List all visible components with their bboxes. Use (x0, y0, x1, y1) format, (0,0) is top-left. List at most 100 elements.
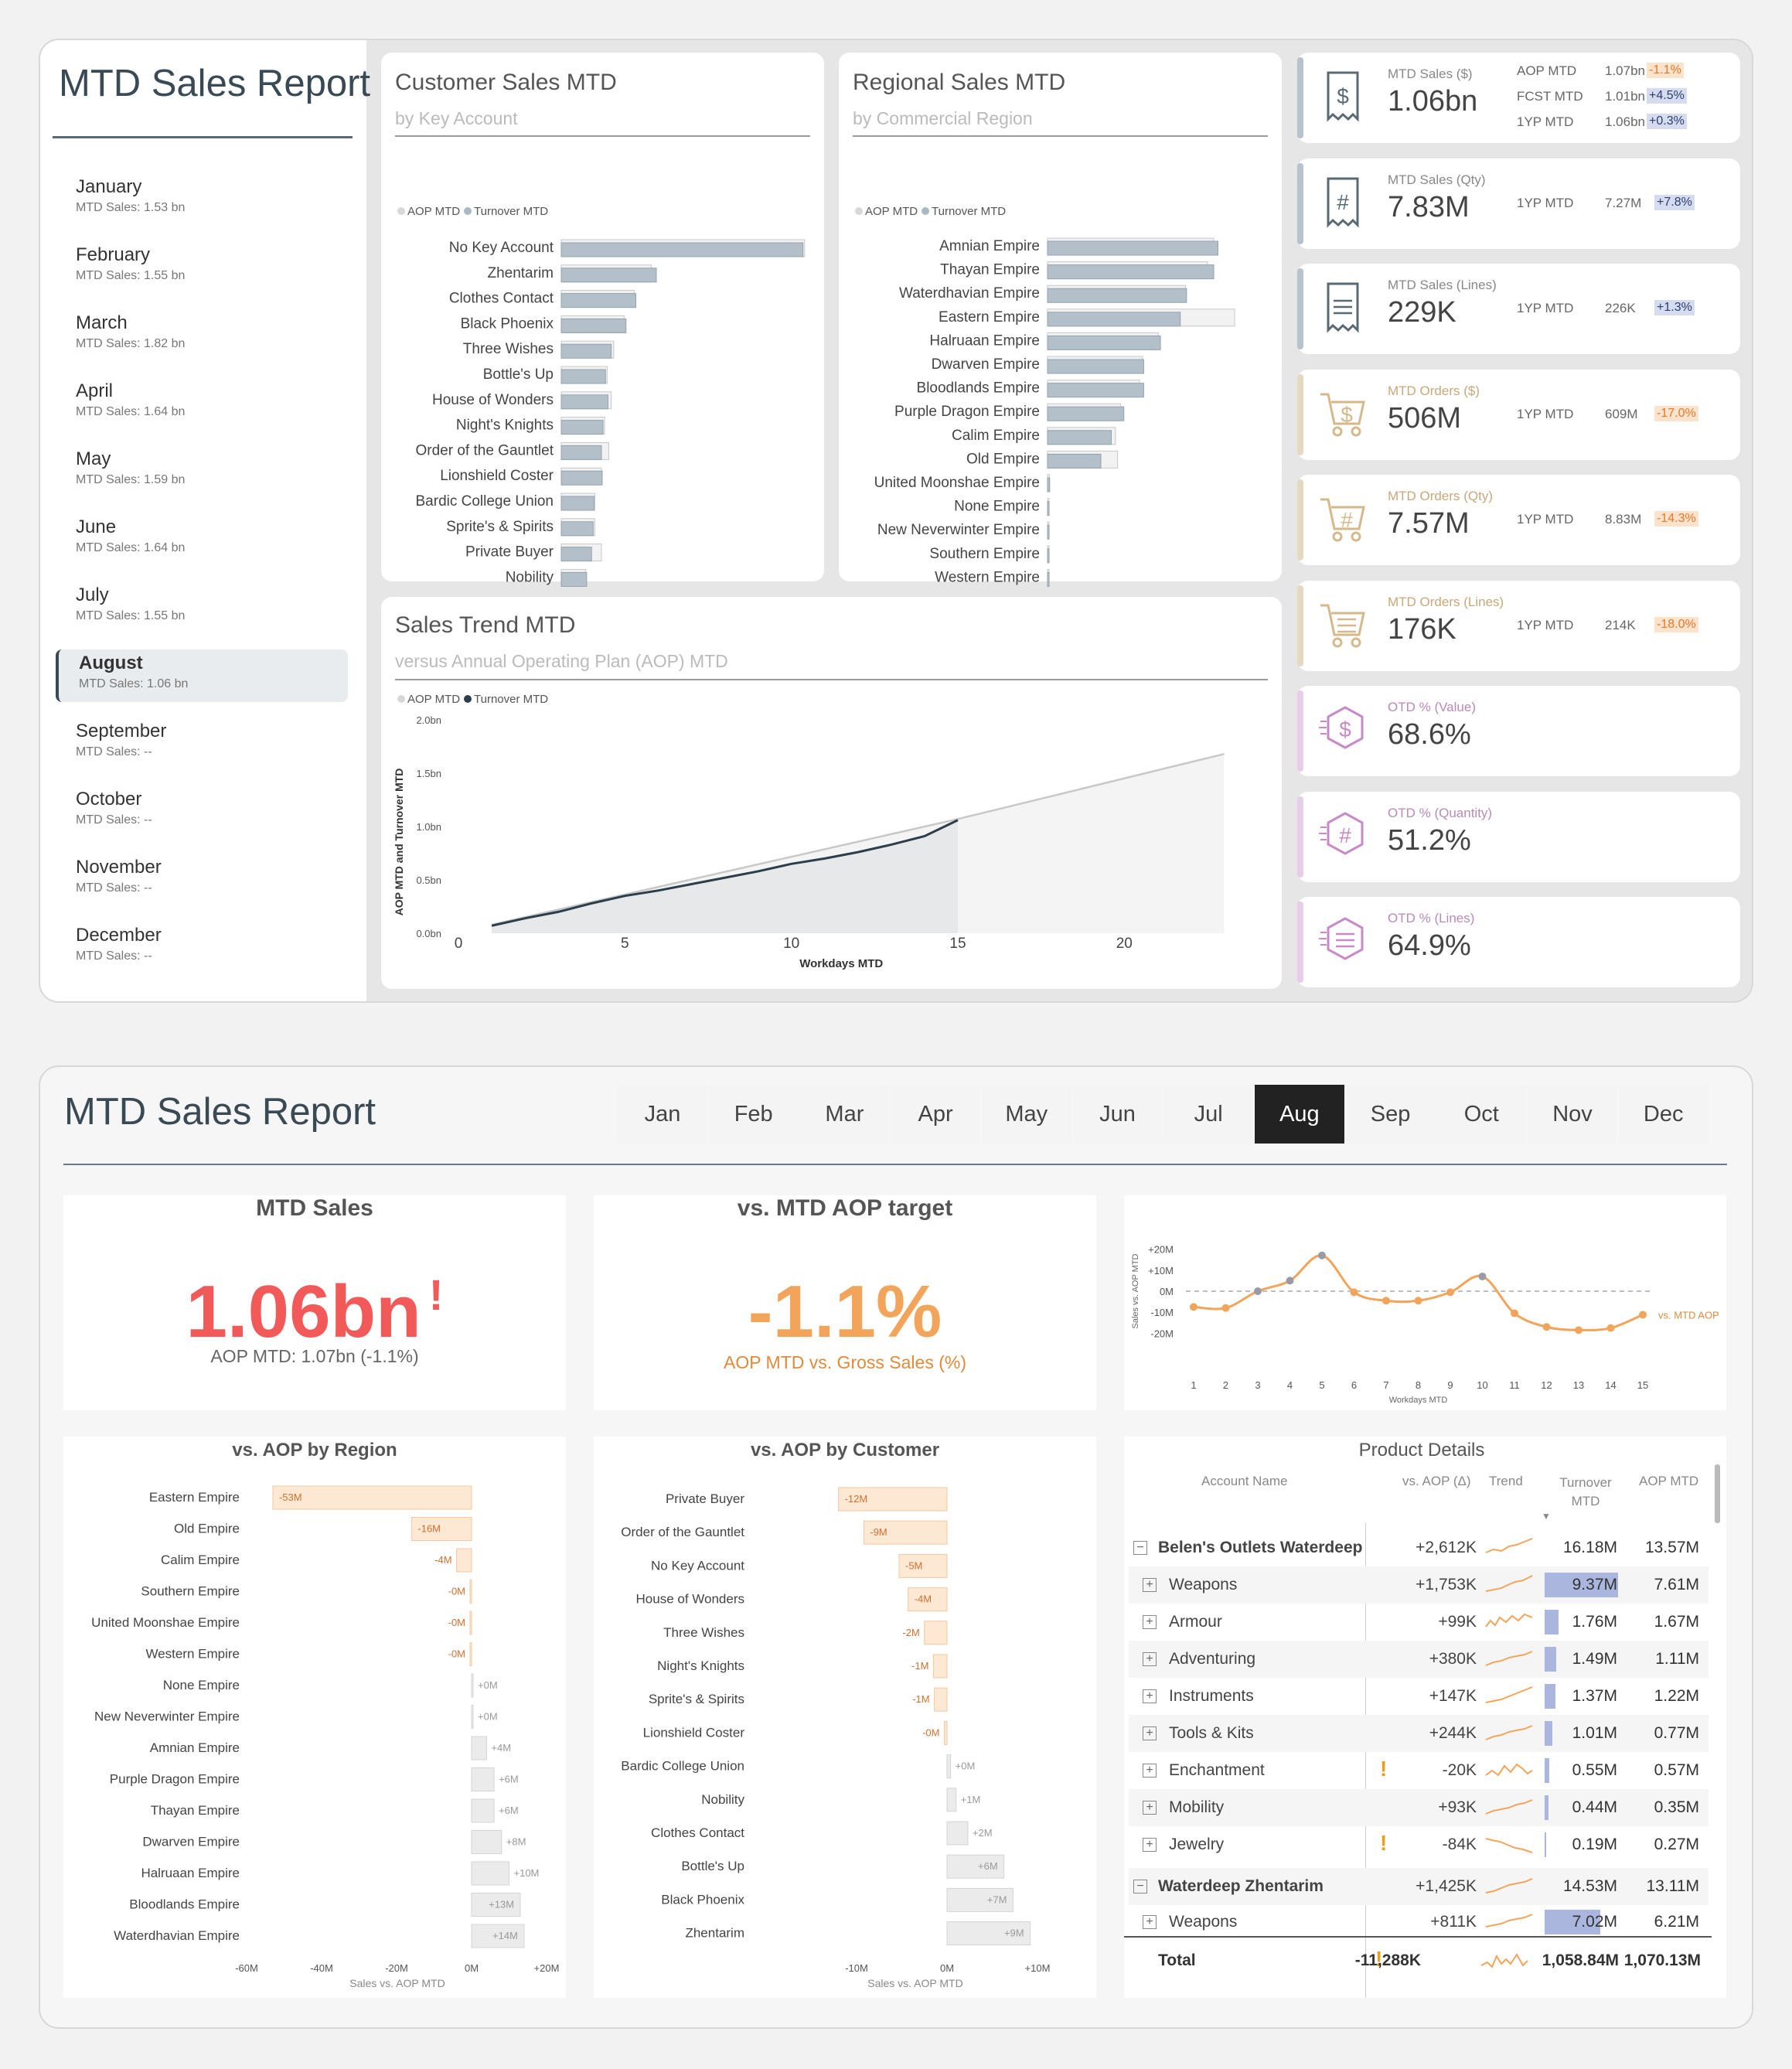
month-name: April (76, 380, 114, 401)
col-header-trend[interactable]: Trend (1489, 1474, 1523, 1488)
trend-sparkline (1485, 1538, 1533, 1553)
kpi-delta-badge: +7.8% (1654, 194, 1695, 210)
kpi-card: OTD % (Lines) 64.9% (1297, 897, 1740, 987)
month-item-september[interactable]: September MTD Sales: -- (56, 718, 348, 770)
collapse-icon[interactable]: − (1133, 1541, 1147, 1555)
variance-point (1639, 1311, 1647, 1319)
card-subtitle: by Key Account (395, 108, 518, 128)
expand-icon[interactable]: + (1143, 1801, 1157, 1815)
month-item-january[interactable]: January MTD Sales: 1.53 bn (56, 173, 348, 226)
turnover-bar (1047, 335, 1161, 350)
category-label: House of Wonders (432, 392, 554, 408)
x-tick-label: -20M (385, 1962, 408, 1974)
card-subtitle: versus Annual Operating Plan (AOP) MTD (395, 651, 728, 671)
group-row[interactable]: − Belen's Outlets Waterdeep +2,612K 16.18M 1… (1129, 1529, 1709, 1566)
group-row[interactable]: − Waterdeep Zhentarim +1,425K 14.53M 13.11M (1129, 1868, 1709, 1905)
col-header-aop[interactable]: AOP MTD (1639, 1474, 1699, 1488)
data-label: -53M (279, 1491, 302, 1503)
month-name: May (76, 448, 111, 469)
tab-jun[interactable]: Jun (1072, 1085, 1163, 1144)
tab-feb[interactable]: Feb (708, 1085, 799, 1144)
table-row[interactable]: + Armour +99K 1.76M 1.67M (1129, 1604, 1709, 1641)
category-label: Old Empire (966, 451, 1040, 467)
tab-may[interactable]: May (981, 1085, 1071, 1144)
month-item-february[interactable]: February MTD Sales: 1.55 bn (56, 241, 348, 294)
collapse-icon[interactable]: − (1133, 1880, 1147, 1893)
table-row[interactable]: + Weapons +1,753K 9.37M 7.61M (1129, 1566, 1709, 1604)
tab-aug[interactable]: Aug (1254, 1085, 1344, 1144)
x-axis-title: Workdays MTD (1389, 1396, 1448, 1405)
category-label: Thayan Empire (940, 262, 1040, 278)
month-item-april[interactable]: April MTD Sales: 1.64 bn (56, 377, 348, 430)
table-row[interactable]: + Adventuring +380K 1.49M 1.11M (1129, 1641, 1709, 1678)
aop-value: 7.61M (1654, 1576, 1699, 1594)
turnover-bar (560, 547, 592, 562)
expand-icon[interactable]: + (1143, 1689, 1157, 1703)
table-row[interactable]: + Enchantment! -20K 0.55M 0.57M (1129, 1752, 1709, 1789)
region-variance-card: vs. AOP by Region Eastern Empire -53M Old … (63, 1437, 566, 1998)
kpi-delta-badge: +0.3% (1647, 114, 1687, 129)
turnover-value: 1.49M (1572, 1650, 1617, 1668)
variance-bar (272, 1485, 472, 1510)
month-item-july[interactable]: July MTD Sales: 1.55 bn (56, 581, 348, 634)
expand-icon[interactable]: + (1143, 1726, 1157, 1740)
tab-apr[interactable]: Apr (891, 1085, 981, 1144)
variance-bar (924, 1621, 948, 1645)
month-name: June (76, 516, 117, 537)
kpi-accent-bar (1297, 902, 1303, 983)
scrollbar[interactable] (1715, 1464, 1720, 1523)
data-label: -4M (434, 1554, 451, 1566)
kpi-compare-value: 1.07bn (1605, 63, 1645, 78)
month-sales: MTD Sales: -- (76, 813, 152, 827)
col-header-name[interactable]: Account Name (1201, 1474, 1288, 1488)
sort-desc-icon[interactable]: ▼ (1542, 1511, 1551, 1522)
report-title: MTD Sales Report (59, 63, 371, 104)
kpi-label: MTD Orders (Qty) (1388, 489, 1493, 503)
tab-dec[interactable]: Dec (1618, 1085, 1709, 1144)
table-row[interactable]: + Mobility +93K 0.44M 0.35M (1129, 1789, 1709, 1826)
delta-value: +99K (1438, 1613, 1477, 1631)
card-divider (395, 679, 1268, 680)
tab-oct[interactable]: Oct (1436, 1085, 1527, 1144)
tab-nov[interactable]: Nov (1528, 1085, 1617, 1144)
month-item-august[interactable]: August MTD Sales: 1.06 bn (56, 649, 348, 702)
table-row[interactable]: + Weapons +811K 7.02M 6.21M (1129, 1904, 1709, 1941)
customer-variance-chart: Private Buyer -12M Order of the Gauntlet -9… (621, 1487, 1050, 1989)
x-tick-label: 1 (1191, 1379, 1196, 1391)
turnover-bar (560, 369, 606, 384)
tab-sep[interactable]: Sep (1345, 1085, 1436, 1144)
col-header-delta[interactable]: vs. AOP (Δ) (1402, 1474, 1471, 1488)
data-label: -9M (870, 1526, 887, 1538)
vs-aop-sub: AOP MTD vs. Gross Sales (%) (724, 1352, 966, 1372)
turnover-databar (1545, 1832, 1546, 1857)
table-row[interactable]: + Instruments +147K 1.37M 1.22M (1129, 1678, 1709, 1715)
expand-icon[interactable]: + (1143, 1578, 1157, 1592)
variance-bar (471, 1924, 525, 1948)
month-item-october[interactable]: October MTD Sales: -- (56, 786, 348, 838)
month-item-may[interactable]: May MTD Sales: 1.59 bn (56, 445, 348, 498)
product-details-card: Product Details Account Name vs. AOP (Δ)… (1124, 1437, 1726, 1998)
data-label: +6M (978, 1860, 998, 1872)
expand-icon[interactable]: + (1143, 1652, 1157, 1666)
tab-jan[interactable]: Jan (618, 1085, 707, 1144)
category-label: House of Wonders (636, 1592, 744, 1607)
tab-jul[interactable]: Jul (1163, 1085, 1254, 1144)
month-item-december[interactable]: December MTD Sales: -- (56, 922, 348, 974)
expand-icon[interactable]: + (1143, 1764, 1157, 1778)
turnover-databar (1545, 1684, 1555, 1709)
turnover-value: 16.18M (1562, 1539, 1617, 1556)
expand-icon[interactable]: + (1143, 1838, 1157, 1852)
legend-turnover-label: Turnover MTD (932, 205, 1006, 218)
expand-icon[interactable]: + (1143, 1915, 1157, 1929)
data-label: -16M (417, 1523, 441, 1535)
month-item-november[interactable]: November MTD Sales: -- (56, 854, 348, 906)
table-row[interactable]: + Jewelry! -84K 0.19M 0.27M (1129, 1826, 1709, 1863)
tab-mar[interactable]: Mar (799, 1085, 890, 1144)
table-row[interactable]: + Tools & Kits +244K 1.01M 0.77M (1129, 1715, 1709, 1752)
x-tick-label: +20M (534, 1962, 560, 1974)
month-item-june[interactable]: June MTD Sales: 1.64 bn (56, 513, 348, 566)
y-tick-label: 0M (1160, 1286, 1174, 1297)
expand-icon[interactable]: + (1143, 1615, 1157, 1629)
month-item-march[interactable]: March MTD Sales: 1.82 bn (56, 309, 348, 362)
col-header-turnover[interactable]: Turnover MTD (1559, 1475, 1612, 1508)
